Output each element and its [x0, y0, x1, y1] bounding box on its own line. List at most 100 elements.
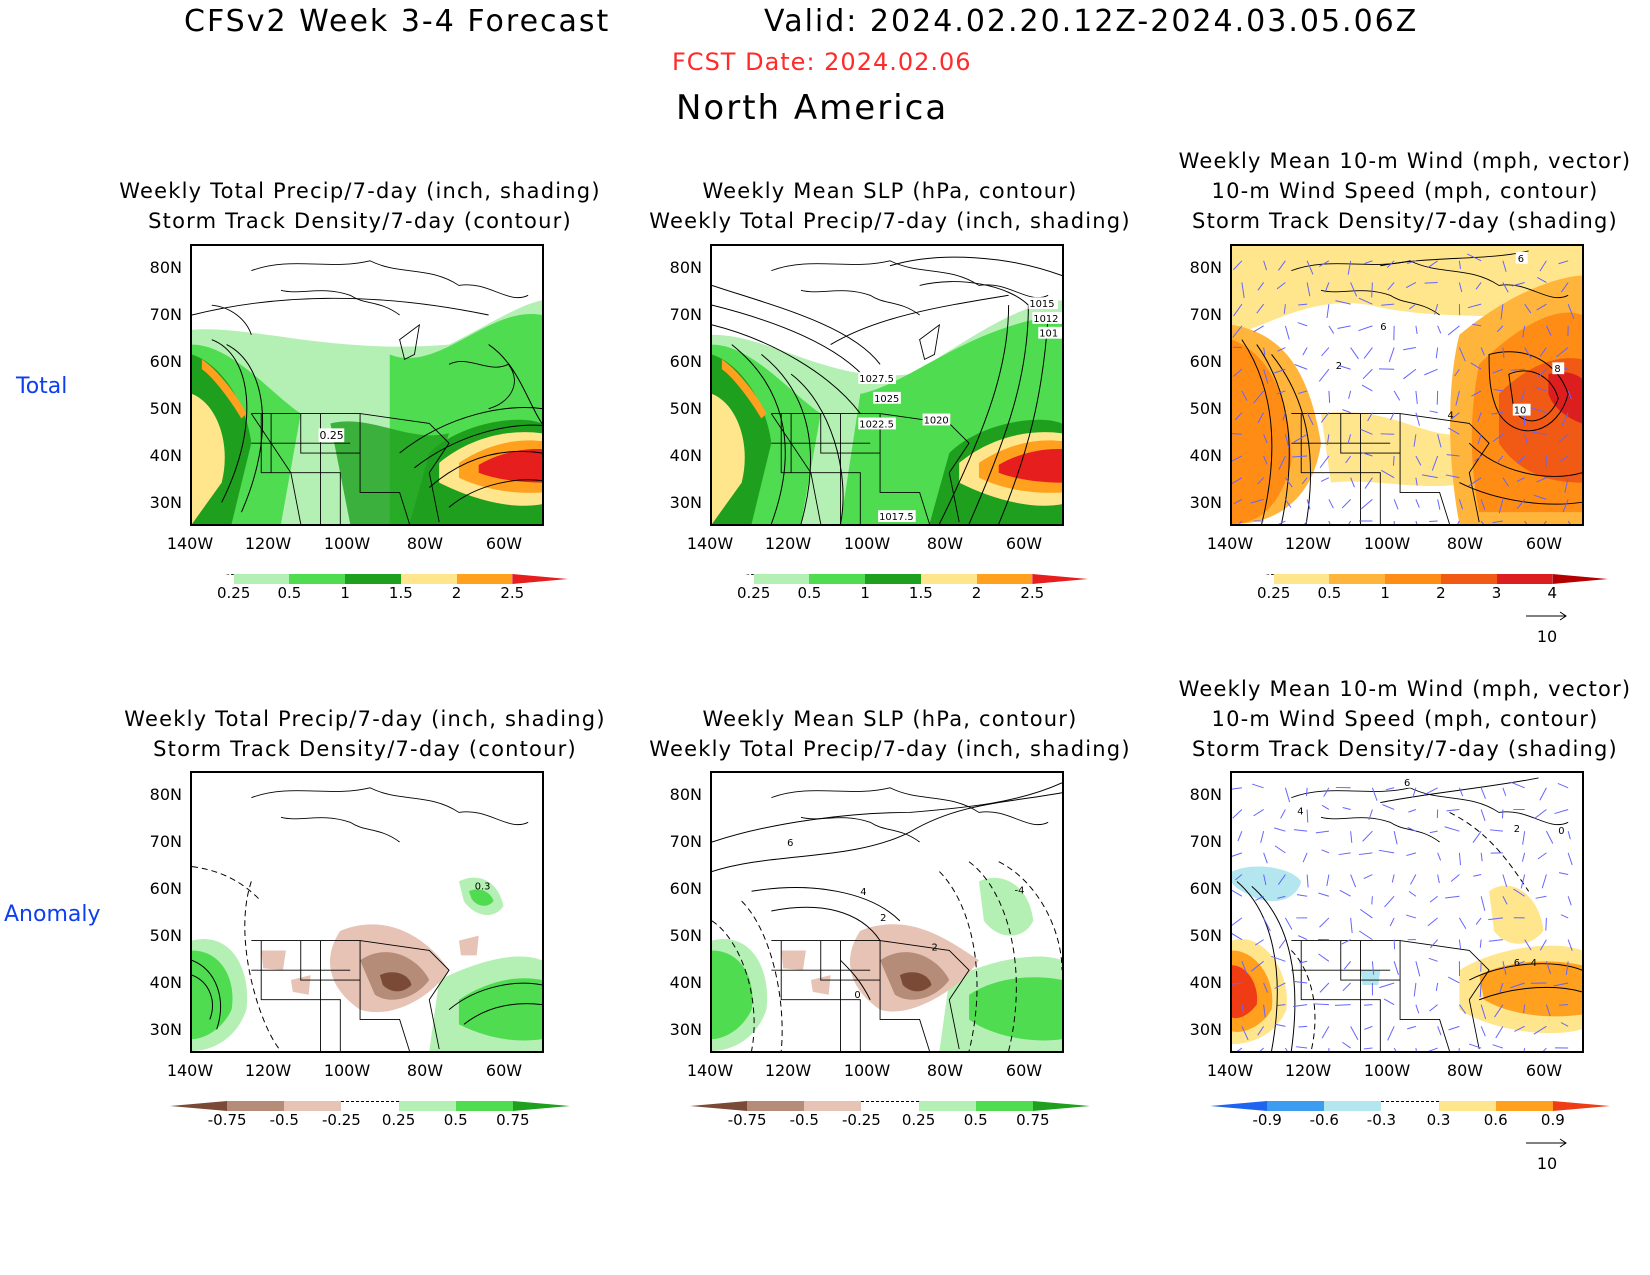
wind-vector: [1415, 520, 1418, 524]
wind-vector: [1342, 982, 1351, 992]
wind-vector: [1343, 960, 1352, 970]
colorbar: [1210, 1101, 1610, 1112]
wind-vector: [1473, 874, 1482, 877]
latitude-tick-label: 70N: [669, 305, 702, 324]
longitude-tick-label: 100W: [843, 534, 891, 553]
wind-vector: [1513, 888, 1525, 897]
wind-vector: [1320, 477, 1330, 482]
wind-vector: [1338, 852, 1351, 856]
wind-vector: [1359, 930, 1373, 941]
colorbar-swatch: [1385, 574, 1441, 584]
latitude-tick-label: 50N: [1189, 399, 1222, 418]
wind-vector: [1253, 390, 1265, 404]
wind-vector: [1543, 520, 1547, 524]
wind-vector: [1358, 325, 1373, 332]
wind-vector: [1271, 955, 1286, 962]
wind-vector: [1510, 781, 1525, 789]
wind-vector: [1479, 939, 1482, 948]
colorbar-label: 0.5: [443, 1111, 468, 1129]
longitude-tick-label: 80W: [1446, 534, 1484, 553]
colorbar-label: 0.25: [901, 1111, 936, 1129]
wind-vector: [1257, 1026, 1265, 1036]
latitude-tick-label: 50N: [669, 399, 702, 418]
wind-vector: [1502, 787, 1507, 797]
wind-vector: [1299, 960, 1308, 964]
wind-vector: [1274, 982, 1286, 989]
wind-vector: [1238, 520, 1243, 524]
map-anomaly-wind-storm-track: 6 4 2 0 6 4: [1230, 771, 1584, 1053]
longitude-tick-label: 120W: [244, 1061, 292, 1080]
colorbar: [698, 574, 1088, 585]
wind-vector: [1326, 304, 1330, 319]
wind-vector: [1306, 282, 1311, 297]
wind-vector: [1468, 1043, 1482, 1049]
colorbar: [690, 1101, 1090, 1112]
colorbar-swatch: [865, 574, 921, 584]
wind-vector: [1499, 982, 1504, 994]
wind-vector: [1384, 895, 1395, 908]
latitude-tick-label: 60N: [149, 879, 182, 898]
contour-label: 2: [1514, 824, 1520, 835]
wind-vector: [1415, 499, 1420, 508]
wind-vector: [1537, 852, 1547, 860]
wind-vector: [1520, 874, 1526, 889]
wind-vector: [1424, 368, 1438, 376]
wind-vector: [1250, 498, 1264, 504]
wind-vector: [1386, 260, 1395, 269]
wind-vector: [1458, 260, 1461, 270]
contour-label: 8: [1554, 364, 1560, 375]
colorbar-label: -0.5: [789, 1111, 819, 1129]
longitude-tick-label: 140W: [686, 1061, 734, 1080]
wind-vector: [1522, 325, 1526, 338]
colorbar-label: 0.3: [1426, 1111, 1451, 1129]
wind-vector: [1280, 809, 1286, 819]
wind-vector: [1263, 917, 1271, 932]
colorbar-swatch: [227, 1101, 285, 1111]
wind-vector: [1435, 982, 1439, 991]
wind-vector: [1263, 1004, 1266, 1018]
wind-vector: [1328, 520, 1331, 524]
wind-vector: [1359, 908, 1373, 919]
longitude-tick-label: 100W: [843, 1061, 891, 1080]
wind-vector: [1305, 787, 1308, 797]
wind-vector: [1362, 368, 1373, 380]
wind-vector: [1283, 304, 1286, 314]
wind-vector: [1467, 303, 1482, 309]
wind-vector: [1297, 322, 1308, 327]
wind-vector: [1382, 804, 1395, 810]
wind-vector: [1480, 896, 1486, 911]
wind-vector: [1233, 368, 1243, 377]
longitude-tick-label: 80W: [926, 534, 964, 553]
wind-vector: [1371, 282, 1373, 298]
wind-vector: [1444, 826, 1460, 832]
longitude-tick-label: 80W: [1446, 1061, 1484, 1080]
colorbar-swatch: [1210, 1101, 1268, 1111]
row-label-total: Total: [16, 374, 68, 399]
colorbar-label: 2: [451, 584, 462, 602]
wind-vector: [1494, 1004, 1504, 1018]
latitude-tick-label: 50N: [669, 926, 702, 945]
contour-label: 10: [1514, 406, 1527, 417]
wind-vector: [1458, 499, 1464, 510]
wind-vector: [1407, 1025, 1417, 1030]
wind-vector: [1458, 917, 1467, 929]
wind-vector: [1393, 521, 1395, 524]
wind-vector: [1498, 499, 1504, 514]
panel-title-wind-total: Weekly Mean 10-m Wind (mph, vector) 10-m…: [1160, 146, 1650, 236]
panel-title-slp-total: Weekly Mean SLP (hPa, contour) Weekly To…: [620, 176, 1160, 236]
longitude-tick-label: 60W: [1005, 1061, 1043, 1080]
colorbar-swatch: [1032, 1101, 1090, 1111]
latitude-tick-label: 60N: [149, 352, 182, 371]
longitude-tick-label: 120W: [764, 534, 812, 553]
colorbar-label: 0.5: [277, 584, 302, 602]
wind-vector: [1350, 1026, 1359, 1041]
wind-vector: [1381, 303, 1395, 306]
wind-vector: [1502, 961, 1507, 975]
wind-vector: [1277, 874, 1286, 885]
wind-vector: [1468, 477, 1482, 487]
wind-vector: [1304, 520, 1308, 524]
vector-reference-label: 10: [1536, 1154, 1558, 1173]
colorbar-swatch: [753, 574, 810, 584]
wind-vector: [1408, 890, 1417, 897]
wind-vector: [1335, 300, 1351, 305]
